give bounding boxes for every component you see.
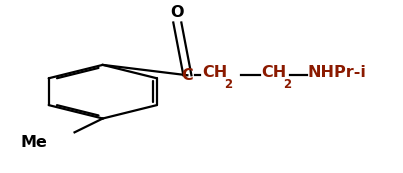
Text: C: C: [181, 68, 193, 83]
Text: Me: Me: [21, 135, 48, 150]
Text: CH: CH: [202, 65, 228, 80]
Text: NHPr-i: NHPr-i: [308, 65, 367, 80]
Text: CH: CH: [261, 65, 287, 80]
Text: 2: 2: [224, 78, 233, 91]
Text: 2: 2: [283, 78, 291, 91]
Text: O: O: [170, 6, 184, 20]
